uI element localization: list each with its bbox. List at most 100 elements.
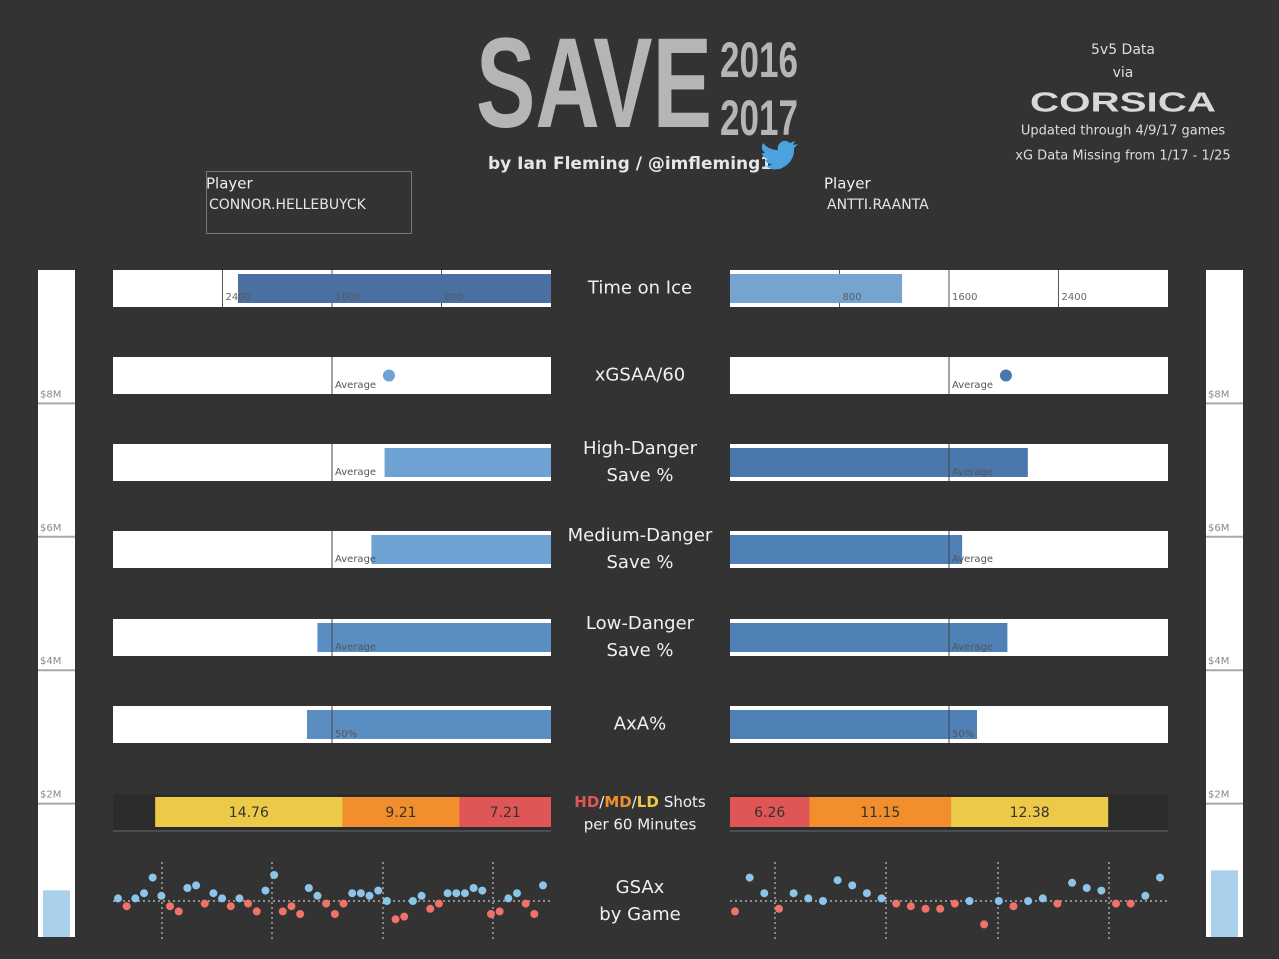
game-dot <box>400 912 409 921</box>
shots-value-label: 6.26 <box>754 805 785 821</box>
updated-note: Updated through 4/9/17 games <box>1021 124 1226 139</box>
game-dot <box>148 873 157 882</box>
game-dot <box>495 907 504 916</box>
x-tick-label: 2400 <box>1062 292 1087 303</box>
shots-title: HD/MD/LD Shots <box>574 793 706 811</box>
bar <box>237 274 552 303</box>
y-tick-label: $8M <box>40 389 61 400</box>
y-tick-label: $6M <box>40 523 61 534</box>
game-dot <box>469 884 478 892</box>
shots-value-label: 14.76 <box>229 805 269 821</box>
metric-title: Medium-Danger <box>568 525 713 546</box>
shots-segment <box>342 797 460 827</box>
game-dot <box>270 871 279 879</box>
game-dot <box>1038 894 1047 903</box>
shots-value-label: 7.21 <box>490 805 521 821</box>
player-filter[interactable] <box>206 171 412 234</box>
game-dot <box>434 899 443 908</box>
game-dot <box>426 904 435 913</box>
game-dot <box>287 902 296 911</box>
reference-label: Average <box>952 554 993 565</box>
y-tick-label: $2M <box>40 790 61 801</box>
game-dot <box>183 884 192 892</box>
game-dot <box>936 904 945 913</box>
game-dot <box>1068 878 1077 887</box>
game-dot <box>235 894 244 903</box>
gsax-title: GSAx <box>616 877 665 898</box>
game-dot <box>530 910 539 918</box>
game-dot <box>140 889 149 898</box>
y-tick-label: $4M <box>40 656 61 667</box>
game-dot <box>443 889 452 898</box>
x-tick-label: 800 <box>843 292 862 303</box>
via: via <box>1113 65 1134 81</box>
bar <box>730 623 1008 652</box>
player-label: Player <box>824 175 872 193</box>
reference-label: Average <box>335 467 376 478</box>
game-dot <box>862 889 871 898</box>
bar <box>317 623 551 652</box>
game-dot <box>417 891 426 900</box>
game-dot <box>348 889 357 898</box>
game-dot <box>521 899 530 908</box>
game-dot <box>296 910 305 918</box>
shots-title-part: / <box>632 793 638 811</box>
salary-panel <box>38 270 75 937</box>
game-dot <box>174 907 183 916</box>
game-dot <box>1126 899 1135 908</box>
metric-title: Save % <box>606 552 673 573</box>
game-dot <box>200 899 209 908</box>
metric-title: Save % <box>606 640 673 661</box>
game-dot <box>304 884 313 892</box>
reference-label: Average <box>335 642 376 653</box>
game-dot <box>452 889 461 898</box>
game-dot <box>731 907 739 916</box>
x-tick-label: 1600 <box>335 292 360 303</box>
player-name[interactable]: CONNOR.HELLEBUYCK <box>209 197 367 213</box>
game-dot <box>261 886 270 895</box>
game-dot <box>365 891 374 900</box>
reference-label: 50% <box>952 729 974 740</box>
game-dot <box>278 907 287 916</box>
game-dot <box>313 891 322 900</box>
shots-value-label: 11.15 <box>860 805 900 821</box>
y-tick-label: $2M <box>1208 790 1229 801</box>
game-dot <box>833 876 842 885</box>
player-name[interactable]: ANTTI.RAANTA <box>827 197 929 213</box>
game-dot <box>252 907 261 916</box>
game-dot <box>906 902 915 911</box>
reference-label: 50% <box>335 729 357 740</box>
game-dot <box>539 881 547 890</box>
y-tick-label: $6M <box>1208 523 1229 534</box>
game-dot <box>226 902 235 911</box>
game-dot <box>192 881 201 890</box>
game-dot <box>774 904 783 913</box>
game-dot <box>848 881 857 890</box>
shots-segment <box>459 797 551 827</box>
game-dot <box>157 891 166 900</box>
player-label: Player <box>206 175 254 193</box>
shots-segment <box>951 797 1109 827</box>
game-dot <box>391 915 400 924</box>
y-tick-label: $4M <box>1208 656 1229 667</box>
shots-title-part: MD <box>604 793 631 811</box>
game-dot <box>382 897 391 905</box>
shots-segment <box>155 797 343 827</box>
game-dot <box>330 910 339 918</box>
game-dot <box>486 910 495 918</box>
metric-title: High-Danger <box>583 438 698 459</box>
bar <box>730 535 963 564</box>
game-dot <box>892 899 901 908</box>
game-dot <box>1053 899 1062 908</box>
metric-title: AxA% <box>614 714 666 735</box>
metric-title: Time on Ice <box>587 278 692 299</box>
game-dot <box>877 894 886 903</box>
game-dot <box>374 886 383 895</box>
bar <box>371 535 551 564</box>
reference-label: Average <box>335 380 376 391</box>
reference-label: Average <box>952 467 993 478</box>
x-tick-label: 2400 <box>226 292 251 303</box>
metric-title: xGSAA/60 <box>595 365 685 386</box>
game-dot <box>504 894 513 903</box>
